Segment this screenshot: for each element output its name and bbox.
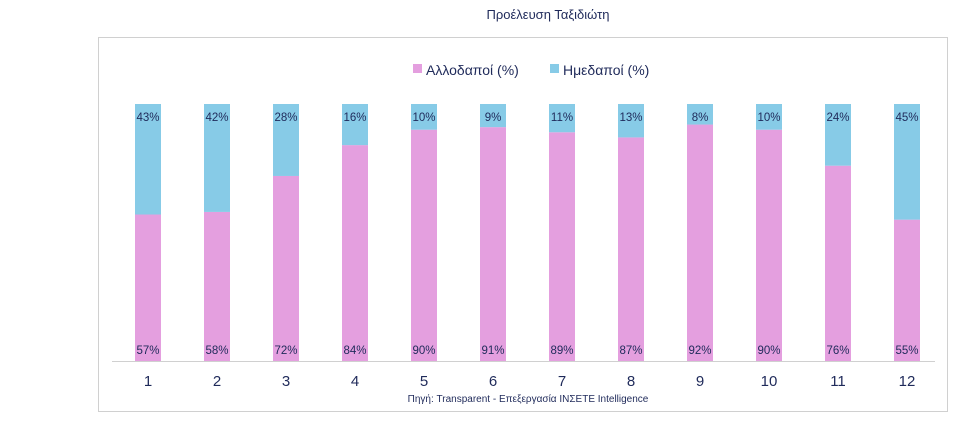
chart-title: Προέλευση Ταξιδιώτη — [486, 7, 610, 22]
x-tick-label: 9 — [696, 373, 704, 390]
source-note: Πηγή: Transparent - Επεξεργασία INΣETE I… — [408, 393, 649, 405]
data-label: 91% — [481, 345, 504, 357]
data-label: 58% — [205, 345, 228, 357]
chart-frame — [98, 37, 948, 412]
data-label: 55% — [895, 345, 918, 357]
data-label: 10% — [412, 112, 435, 124]
x-tick-label: 6 — [489, 373, 497, 390]
bar-domestic — [204, 104, 230, 212]
legend-label: Ημεδαποί (%) — [563, 62, 649, 78]
bar-foreign — [411, 129, 437, 361]
bar-foreign — [894, 219, 920, 361]
bar-domestic — [273, 104, 299, 176]
data-label: 16% — [343, 112, 366, 124]
bar-foreign — [549, 132, 575, 361]
data-label: 9% — [485, 112, 502, 124]
bar-domestic — [342, 104, 368, 146]
bar-foreign — [342, 145, 368, 361]
data-label: 90% — [412, 345, 435, 357]
legend-swatch — [550, 64, 559, 73]
data-label: 28% — [274, 112, 297, 124]
bar-domestic — [411, 104, 437, 130]
x-tick-label: 3 — [282, 373, 290, 390]
x-tick-label: 10 — [761, 373, 778, 390]
bar-domestic — [687, 104, 713, 125]
x-tick-label: 1 — [144, 373, 152, 390]
bar-domestic — [618, 104, 644, 138]
data-label: 72% — [274, 345, 297, 357]
x-tick-label: 4 — [351, 373, 359, 390]
data-label: 8% — [692, 112, 709, 124]
x-tick-label: 5 — [420, 373, 428, 390]
legend-swatch — [413, 64, 422, 73]
data-label: 89% — [550, 345, 573, 357]
x-tick-label: 2 — [213, 373, 221, 390]
bar-foreign — [273, 175, 299, 361]
bar-foreign — [687, 124, 713, 361]
data-label: 57% — [136, 345, 159, 357]
x-tick-label: 12 — [899, 373, 916, 390]
legend-label: Αλλοδαποί (%) — [426, 62, 519, 78]
bar-foreign — [204, 211, 230, 361]
data-label: 24% — [826, 112, 849, 124]
x-tick-label: 11 — [830, 373, 846, 390]
data-label: 11% — [551, 112, 573, 124]
data-label: 92% — [688, 345, 711, 357]
data-label: 13% — [619, 112, 642, 124]
x-tick-label: 7 — [558, 373, 566, 390]
data-label: 87% — [619, 345, 642, 357]
x-tick-label: 8 — [627, 373, 635, 390]
bar-domestic — [480, 104, 506, 128]
data-label: 84% — [343, 345, 366, 357]
data-label: 43% — [136, 112, 159, 124]
data-label: 76% — [826, 345, 849, 357]
bar-foreign — [480, 127, 506, 361]
bar-foreign — [618, 137, 644, 361]
bar-domestic — [825, 104, 851, 166]
bar-domestic — [894, 104, 920, 220]
bar-domestic — [756, 104, 782, 130]
data-label: 10% — [757, 112, 780, 124]
data-label: 45% — [895, 112, 918, 124]
bar-foreign — [756, 129, 782, 361]
bar-foreign — [135, 214, 161, 361]
data-label: 42% — [205, 112, 228, 124]
bar-domestic — [135, 104, 161, 215]
data-label: 90% — [757, 345, 780, 357]
bar-foreign — [825, 165, 851, 361]
bar-domestic — [549, 104, 575, 133]
